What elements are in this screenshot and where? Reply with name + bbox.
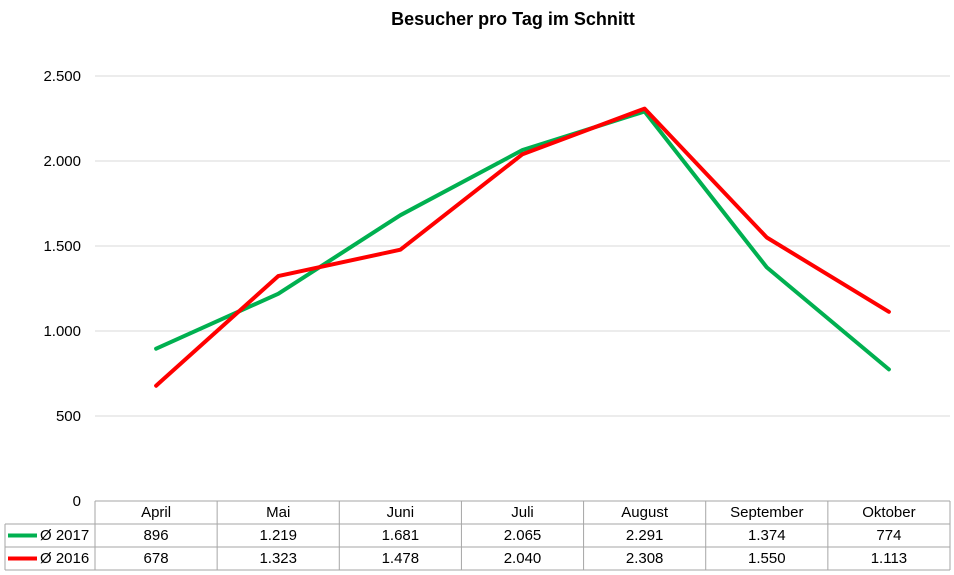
table-value-cell: 2.040 <box>504 550 542 567</box>
gridlines <box>95 75 950 417</box>
table-value-cell: 2.291 <box>626 527 664 544</box>
series-line-2 <box>154 106 891 388</box>
x-category-label: August <box>621 504 669 521</box>
table-value-cell: 2.065 <box>504 527 542 544</box>
table-value-cell: 1.113 <box>871 550 907 567</box>
x-category-label: April <box>141 504 171 521</box>
x-category-label: September <box>730 504 803 521</box>
table-value-cell: 896 <box>144 527 169 544</box>
x-category-label: Juli <box>511 504 534 521</box>
table-value-cell: 1.478 <box>382 550 420 567</box>
chart-title: Besucher pro Tag im Schnitt <box>391 9 635 29</box>
y-tick-label: 1.500 <box>43 238 81 255</box>
x-category-label: Oktober <box>862 504 915 521</box>
table-value-cell: 678 <box>144 550 169 567</box>
table-value-cell: 774 <box>876 527 901 544</box>
data-table: April Mai Juni Juli August September Oktober Ø … <box>4 500 951 571</box>
y-axis-tick-labels: 0 500 1.000 1.500 2.000 2.500 <box>43 68 81 510</box>
table-value-cell: 1.374 <box>748 527 786 544</box>
series-lines <box>154 106 891 388</box>
y-tick-label: 2.500 <box>43 68 81 85</box>
table-value-cell: 1.550 <box>748 550 786 567</box>
y-tick-label: 2.000 <box>43 153 81 170</box>
legend-series-name: Ø 2017 <box>40 527 89 544</box>
legend-series-name: Ø 2016 <box>40 550 89 567</box>
table-value-cell: 1.219 <box>259 527 297 544</box>
x-category-label: Mai <box>266 504 290 521</box>
y-tick-label: 0 <box>73 493 81 510</box>
table-value-cell: 1.681 <box>382 527 420 544</box>
y-tick-label: 1.000 <box>43 323 81 340</box>
x-category-label: Juni <box>387 504 415 521</box>
table-value-cell: 1.323 <box>259 550 297 567</box>
y-tick-label: 500 <box>56 408 81 425</box>
table-value-cell: 2.308 <box>626 550 664 567</box>
series-line-1 <box>154 109 891 372</box>
